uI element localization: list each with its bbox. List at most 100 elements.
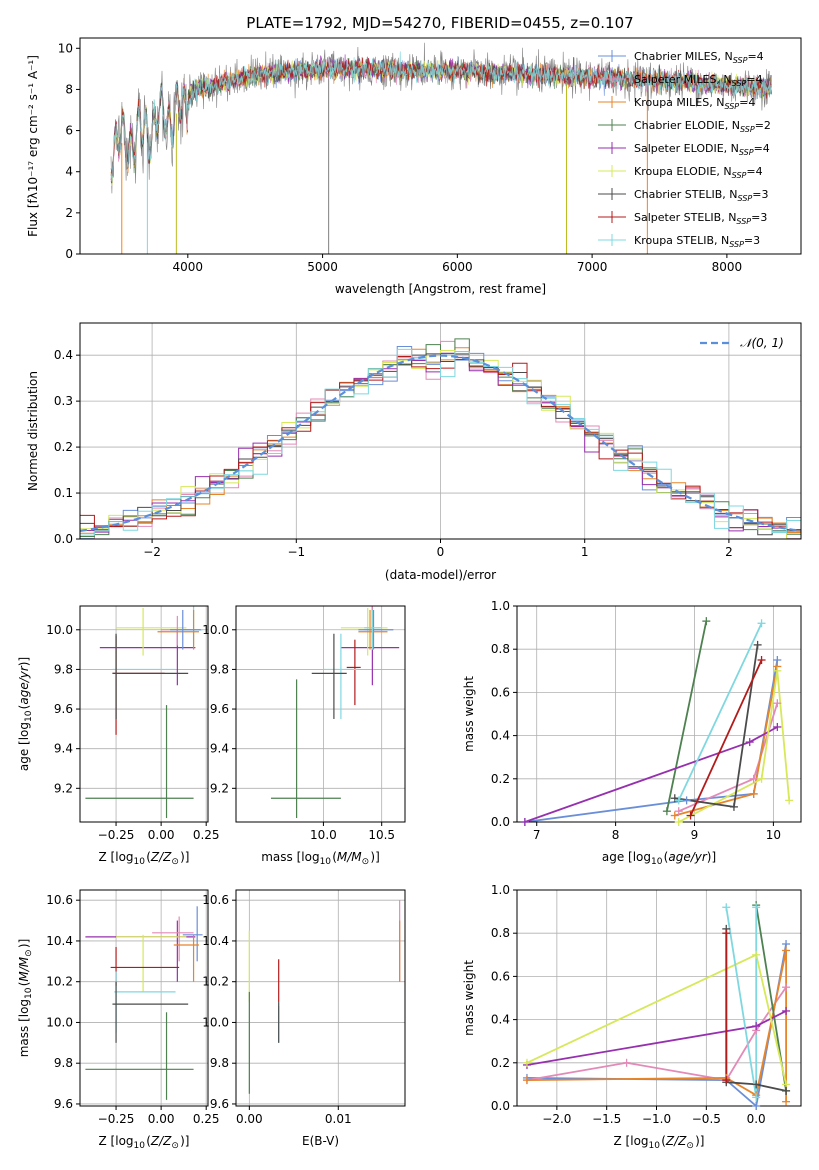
y-tick-label: 0.2 [491, 1056, 510, 1070]
panel-residuals: −2 −1 0 1 2 0.0 0.1 0.2 0.3 0.4 (data-model)/error… [26, 322, 802, 582]
y-tick-label: 0.4 [491, 729, 510, 743]
x-axis-label: E(B-V) [302, 1134, 339, 1148]
legend-entry: Chabrier MILES, NSSP=4 [634, 50, 764, 65]
y-tick-label: 0.4 [54, 348, 73, 362]
x-tick-label: 10.0 [310, 828, 337, 842]
x-tick-label: 0.01 [325, 1112, 352, 1126]
y-tick-label: 9.6 [210, 702, 229, 716]
x-tick-label: 8 [612, 828, 620, 842]
weight-series-line [674, 666, 779, 817]
axes-frame [79, 889, 209, 1107]
y-tick-label: 0 [65, 247, 73, 261]
axes-frame [516, 605, 802, 823]
y-tick-label: 9.8 [210, 1056, 229, 1070]
y-tick-label: 9.8 [54, 662, 73, 676]
weight-series-line [666, 620, 708, 812]
x-tick-label: −1.5 [592, 1112, 621, 1126]
y-axis-label: Normed distribution [26, 371, 40, 491]
y-tick-label: 0.8 [491, 926, 510, 940]
x-axis-label: Z [log10 (Z/Z⊙ )] [99, 850, 190, 867]
y-tick-label: 9.6 [54, 702, 73, 716]
x-tick-label: −2.0 [542, 1112, 571, 1126]
y-tick-label: 0.0 [491, 1099, 510, 1113]
legend-entry: Chabrier STELIB, NSSP=3 [634, 188, 768, 203]
y-tick-label: 10.4 [46, 934, 73, 948]
x-tick-label: −1.0 [642, 1112, 671, 1126]
weight-series-line [678, 670, 791, 822]
y-tick-label: 10.4 [202, 934, 229, 948]
x-tick-label: 8000 [712, 260, 743, 274]
panel-mass-vs-Z: −0.25 0.00 0.25 9.6 9.8 10.0 10.2 10.4 10.6 Z [lo… [17, 889, 220, 1151]
legend-entry: Kroupa MILES, NSSP=4 [634, 96, 755, 111]
x-tick-label: 9 [691, 828, 699, 842]
y-tick-label: 10.2 [46, 975, 73, 989]
panel-age-vs-Z: −0.25 0.00 0.25 9.2 9.4 9.6 9.8 10.0 Z [log10 (Z… [17, 605, 220, 867]
y-tick-label: 9.8 [210, 662, 229, 676]
legend-entry: Chabrier ELODIE, NSSP=2 [634, 119, 771, 134]
figure-title: PLATE=1792, MJD=54270, FIBERID=0455, z=0… [246, 14, 633, 32]
weight-series-line [689, 659, 763, 816]
y-axis-label: mass weight [462, 960, 476, 1036]
model-spectrum-line [110, 51, 772, 182]
plot-area [85, 606, 203, 819]
weight-series-line [677, 622, 763, 801]
x-tick-label: 5000 [307, 260, 338, 274]
y-tick-label: 10 [58, 41, 73, 55]
axes-frame [235, 605, 406, 823]
y-tick-label: 0.6 [491, 969, 510, 983]
axes-frame [235, 889, 406, 1107]
x-tick-label: 2 [725, 545, 733, 559]
y-tick-label: 1.0 [491, 599, 510, 613]
x-tick-label: 0.25 [193, 1112, 220, 1126]
y-tick-label: 0.0 [54, 532, 73, 546]
y-tick-label: 0.6 [491, 685, 510, 699]
y-axis-label: mass weight [462, 676, 476, 752]
y-tick-label: 9.4 [54, 742, 73, 756]
y-tick-label: 0.4 [491, 1013, 510, 1027]
y-tick-label: 10.0 [202, 623, 229, 637]
x-axis-label: (data-model)/error [385, 568, 496, 582]
x-tick-label: −0.25 [98, 1112, 135, 1126]
y-tick-label: 0.2 [491, 772, 510, 786]
legend-entry: Salpeter STELIB, NSSP=3 [634, 211, 767, 226]
legend-entry: Kroupa ELODIE, NSSP=4 [634, 165, 763, 180]
y-tick-label: 6 [65, 124, 73, 138]
y-tick-label: 10.2 [202, 975, 229, 989]
x-tick-label: 0.00 [148, 1112, 175, 1126]
x-axis-label: Z [log10 (Z/Z⊙ )] [614, 1134, 705, 1151]
x-tick-label: 0.00 [148, 828, 175, 842]
panel-weight-vs-Z: −2.0 −1.5 −1.0 −0.5 0.0 0.0 0.2 0.4 0.6 0.8 1.0 Z [… [462, 883, 802, 1151]
x-tick-label: 0 [437, 545, 445, 559]
legend-entry: Kroupa STELIB, NSSP=3 [634, 234, 760, 249]
panel-weight-vs-age: 7 8 9 10 0.0 0.2 0.4 0.6 0.8 1.0 age [log10 (age/y… [462, 599, 802, 867]
x-tick-label: 10.5 [368, 828, 395, 842]
histogram-series [80, 348, 801, 539]
y-tick-label: 10.0 [46, 1015, 73, 1029]
x-tick-label: 0.00 [236, 1112, 263, 1126]
y-tick-label: 10.6 [46, 893, 73, 907]
y-tick-label: 0.3 [54, 394, 73, 408]
x-tick-label: 7 [533, 828, 541, 842]
y-tick-label: 0.8 [491, 642, 510, 656]
plot-area [270, 606, 400, 819]
legend-entry: Salpeter ELODIE, NSSP=4 [634, 142, 770, 157]
panel-age-vs-mass: 10.0 10.5 9.2 9.4 9.6 9.8 10.0 mass [log10 (M/M… [202, 605, 406, 867]
plot-area [248, 900, 401, 1094]
y-axis-label: mass [log10 (M/M⊙ )] [17, 939, 34, 1058]
x-tick-label: 6000 [442, 260, 473, 274]
weight-series-line [678, 702, 779, 813]
plot-area [524, 620, 791, 822]
x-tick-label: 0.25 [193, 828, 220, 842]
y-tick-label: 4 [65, 165, 73, 179]
y-tick-label: 0.2 [54, 440, 73, 454]
normal-curve [80, 354, 801, 532]
y-tick-label: 9.2 [54, 781, 73, 795]
y-tick-label: 10.6 [202, 893, 229, 907]
x-tick-label: 10 [766, 828, 781, 842]
axes-frame [79, 37, 802, 255]
x-tick-label: 0.0 [747, 1112, 766, 1126]
x-axis-label: Z [log10 (Z/Z⊙ )] [99, 1134, 190, 1151]
panel-mass-vs-EBV: 0.00 0.01 9.6 9.8 10.0 10.2 10.4 10.6 E(B-V) [202, 889, 406, 1148]
plot-area [110, 42, 772, 254]
